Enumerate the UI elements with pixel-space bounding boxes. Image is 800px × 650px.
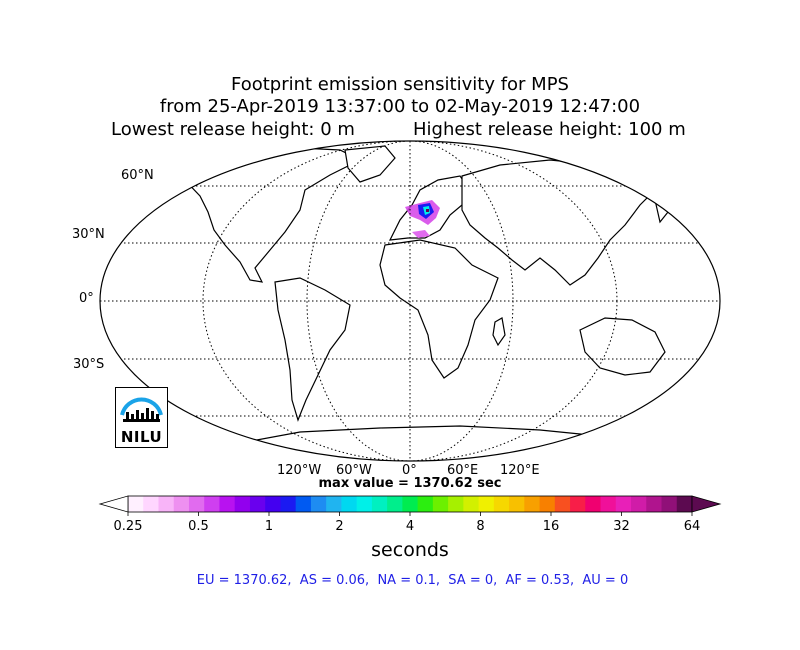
colorbar-cell: [219, 496, 236, 512]
colorbar-cell: [371, 496, 388, 512]
colorbar-cell: [524, 496, 541, 512]
colorbar-cell: [204, 496, 220, 512]
lat-label-0: 0°: [79, 291, 94, 306]
colorbar-tick-label: 4: [405, 519, 415, 534]
lon-label-120e: 120°E: [500, 463, 540, 478]
title-line-1: Footprint emission sensitivity for MPS: [231, 74, 569, 95]
lon-label-60e: 60°E: [447, 463, 479, 478]
colorbar-cell: [326, 496, 342, 512]
colorbar-tick-label: 16: [542, 519, 560, 534]
graticule: [100, 141, 720, 461]
colorbar-cell: [402, 496, 419, 512]
colorbar-cell: [631, 496, 647, 512]
colorbar-tick-label: 8: [476, 519, 485, 534]
colorbar-cell: [128, 496, 144, 512]
colorbar-cell: [493, 496, 510, 512]
colorbar-cell: [173, 496, 190, 512]
colorbar-tick-label: 1: [264, 519, 274, 534]
colorbar-cell: [143, 496, 159, 512]
colorbar-cell: [356, 496, 373, 512]
colorbar-cell: [341, 496, 358, 512]
colorbar-units: seconds: [371, 539, 449, 561]
colorbar-cell: [234, 496, 251, 512]
colorbar-cell: [600, 496, 617, 512]
colorbar-tick-label: 0.25: [113, 519, 143, 534]
colorbar-cell: [310, 496, 327, 512]
footprint-field: [405, 200, 440, 238]
colorbar-cell: [280, 496, 297, 512]
lon-label-0: 0°: [402, 463, 417, 478]
colorbar-cell: [432, 496, 449, 512]
colorbar-cell: [615, 496, 632, 512]
colorbar-under-arrow: [98, 495, 129, 513]
title-line-2: from 25-Apr-2019 13:37:00 to 02-May-2019…: [159, 96, 641, 117]
lon-label-120w: 120°W: [277, 463, 322, 478]
nilu-logo-icon: [120, 397, 163, 422]
colorbar-cell: [661, 496, 678, 512]
colorbar-tick-label: 32: [613, 519, 630, 534]
colorbar-cell: [249, 496, 266, 512]
colorbar-cell: [554, 496, 571, 512]
nilu-logo: NILU: [115, 387, 168, 448]
colorbar-cell: [585, 496, 602, 512]
colorbar-tick-label: 0.5: [188, 519, 209, 534]
colorbar-tick-label: 2: [335, 519, 344, 534]
colorbar-cells: [127, 495, 693, 513]
colorbar-cell: [539, 496, 556, 512]
lat-label-30s: 30°S: [73, 357, 105, 372]
lat-label-30n: 30°N: [72, 227, 105, 242]
max-value-label: max value = 1370.62 sec: [318, 476, 502, 491]
colorbar-cell: [265, 496, 281, 512]
globe-outline: [99, 140, 721, 462]
colorbar-cell: [463, 496, 480, 512]
colorbar-over-arrow: [691, 495, 722, 513]
colorbar-cell: [295, 496, 312, 512]
lat-label-60n: 60°N: [121, 168, 154, 183]
colorbar-ticks: [127, 512, 693, 516]
colorbar-cell: [646, 496, 663, 512]
lowest-release-height: Lowest release height: 0 m: [111, 119, 355, 140]
colorbar-cell: [158, 496, 175, 512]
colorbar-cell: [676, 496, 693, 512]
colorbar-cell: [387, 496, 403, 512]
colorbar-tick-label: 64: [683, 519, 701, 534]
highest-release-height: Highest release height: 100 m: [413, 119, 686, 140]
nilu-logo-text: NILU: [120, 428, 163, 446]
colorbar-cell: [188, 496, 205, 512]
colorbar-cell: [478, 496, 495, 512]
lon-label-60w: 60°W: [336, 463, 372, 478]
colorbar-cell: [417, 496, 434, 512]
colorbar-cell: [570, 496, 586, 512]
colorbar-cell: [509, 496, 525, 512]
colorbar-cell: [448, 496, 464, 512]
region-totals: EU = 1370.62, AS = 0.06, NA = 0.1, SA = …: [196, 573, 629, 588]
